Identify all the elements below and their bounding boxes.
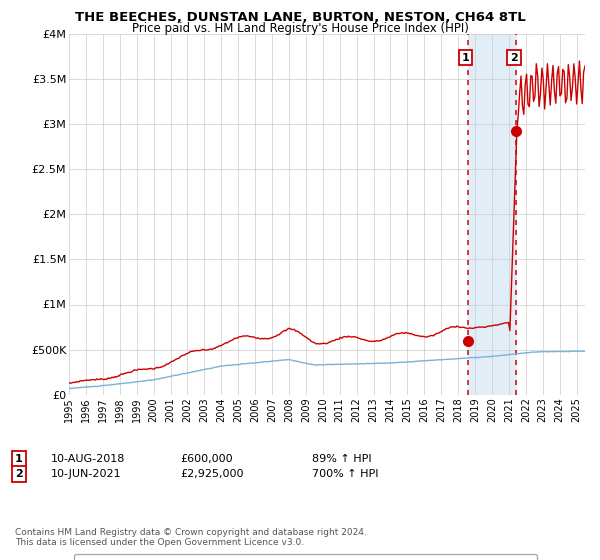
Text: 1: 1 bbox=[462, 53, 470, 63]
Text: £2,925,000: £2,925,000 bbox=[180, 469, 244, 479]
Text: 2: 2 bbox=[510, 53, 518, 63]
Text: 10-JUN-2021: 10-JUN-2021 bbox=[51, 469, 122, 479]
Text: 2: 2 bbox=[15, 469, 23, 479]
Text: 10-AUG-2018: 10-AUG-2018 bbox=[51, 454, 125, 464]
Text: THE BEECHES, DUNSTAN LANE, BURTON, NESTON, CH64 8TL: THE BEECHES, DUNSTAN LANE, BURTON, NESTO… bbox=[74, 11, 526, 24]
Legend: THE BEECHES, DUNSTAN LANE, BURTON, NESTON, CH64 8TL (detached house), HPI: Avera: THE BEECHES, DUNSTAN LANE, BURTON, NESTO… bbox=[74, 554, 537, 560]
Text: Contains HM Land Registry data © Crown copyright and database right 2024.
This d: Contains HM Land Registry data © Crown c… bbox=[15, 528, 367, 547]
Bar bbox=[468, 34, 517, 395]
Text: 89% ↑ HPI: 89% ↑ HPI bbox=[312, 454, 371, 464]
Text: 700% ↑ HPI: 700% ↑ HPI bbox=[312, 469, 379, 479]
Text: £600,000: £600,000 bbox=[180, 454, 233, 464]
Text: 1: 1 bbox=[15, 454, 23, 464]
Text: Price paid vs. HM Land Registry's House Price Index (HPI): Price paid vs. HM Land Registry's House … bbox=[131, 22, 469, 35]
